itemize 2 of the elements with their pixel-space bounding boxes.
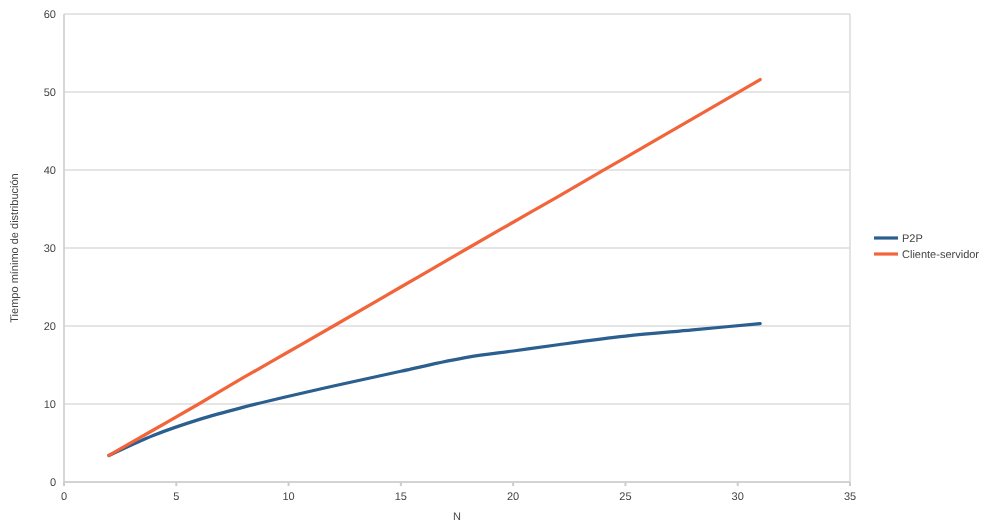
line-series (107, 77, 762, 458)
line-series (107, 322, 762, 458)
